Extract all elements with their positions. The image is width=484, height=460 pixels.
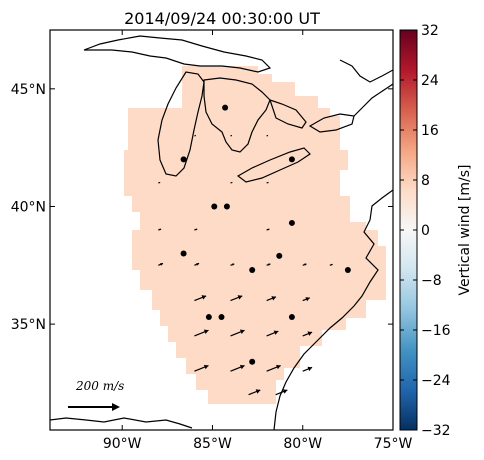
wind-vector [266, 263, 271, 266]
colorbar-tick-label: −8 [421, 273, 442, 289]
colorbar-tick-label: −16 [421, 323, 451, 339]
lake-ontario-shore [308, 113, 355, 133]
figure-title: 2014/09/24 00:30:00 UT [124, 9, 320, 28]
x-tick-label: 80°W [283, 436, 322, 452]
wind-vector [194, 228, 198, 231]
colorbar-tick-label: −24 [421, 373, 451, 389]
wind-vector [266, 330, 279, 337]
atlantic-coast [273, 189, 393, 430]
colorbar: 32 24 16 8 0 −8 −16 −24 −32 Vertical wind [m/s] [399, 23, 473, 439]
scale-arrow: 200 m/s [68, 379, 124, 411]
station-dot [288, 156, 295, 163]
station-markers [180, 104, 351, 365]
wind-vector [158, 262, 164, 266]
lake-michigan-shore [157, 71, 205, 177]
station-dot [205, 314, 212, 321]
scale-arrow-head [112, 403, 120, 411]
colorbar-label: Vertical wind [m/s] [457, 165, 473, 296]
x-tick-label: 75°W [374, 436, 413, 452]
wind-vector [230, 263, 235, 266]
y-tick-label: 35°N [11, 317, 46, 333]
wind-vector [302, 263, 307, 266]
colorbar-tick-label: 8 [421, 173, 430, 189]
wind-vector [194, 262, 200, 266]
colorbar-tick-label: 24 [421, 73, 439, 89]
station-dot [249, 358, 256, 365]
station-dot [223, 203, 230, 210]
wind-vector [230, 329, 245, 337]
map-frame [49, 29, 394, 431]
gulf-coast [50, 417, 193, 429]
wind-vector [194, 364, 209, 372]
wind-vector [248, 389, 261, 396]
station-dot [288, 314, 295, 321]
wind-vectors [158, 134, 333, 396]
lake-superior-shore [83, 35, 272, 73]
scale-arrow-label: 200 m/s [75, 379, 124, 393]
wind-vector [302, 331, 313, 337]
wind-vector [302, 297, 310, 302]
station-dot [180, 250, 187, 257]
colorbar-tick-label: −32 [421, 423, 451, 439]
x-tick-label: 90°W [103, 436, 142, 452]
wind-vector [266, 296, 277, 302]
lake-huron-shore [203, 77, 271, 153]
station-dot [180, 156, 187, 163]
x-tick-label: 85°W [193, 436, 232, 452]
y-tick-label: 40°N [11, 199, 46, 215]
station-dot [288, 219, 295, 226]
station-dot [344, 267, 351, 273]
map-area [50, 35, 393, 430]
colorbar-tick-label: 0 [421, 223, 430, 239]
station-dot [211, 203, 218, 210]
wind-vector [275, 389, 288, 396]
station-dot [276, 252, 283, 259]
georgian-bay-shore [269, 99, 307, 129]
y-tick-label: 45°N [11, 82, 46, 98]
wind-vector [230, 295, 243, 302]
station-dot [222, 104, 229, 111]
lake-erie-shore [236, 147, 311, 183]
station-dot [218, 314, 225, 321]
wind-vector [158, 228, 162, 231]
colorbar-tick-label: 16 [421, 123, 439, 139]
wind-vector [266, 228, 270, 231]
northeast-shore [339, 59, 393, 83]
station-dot [249, 267, 256, 273]
wind-vector [230, 364, 245, 372]
wind-vector [194, 295, 207, 302]
wind-vector [266, 364, 281, 372]
wind-vector [329, 263, 333, 266]
wind-vector [194, 329, 209, 337]
st-lawrence-shore [353, 83, 393, 117]
wind-vector [302, 366, 313, 372]
coastlines [50, 35, 393, 430]
map-axis-ticks: 90°W 85°W 80°W 75°W 45°N 40°N 35°N [11, 30, 413, 452]
colorbar-tick-label: 32 [421, 23, 439, 39]
colorbar-ticks: 32 24 16 8 0 −8 −16 −24 −32 [400, 23, 451, 439]
